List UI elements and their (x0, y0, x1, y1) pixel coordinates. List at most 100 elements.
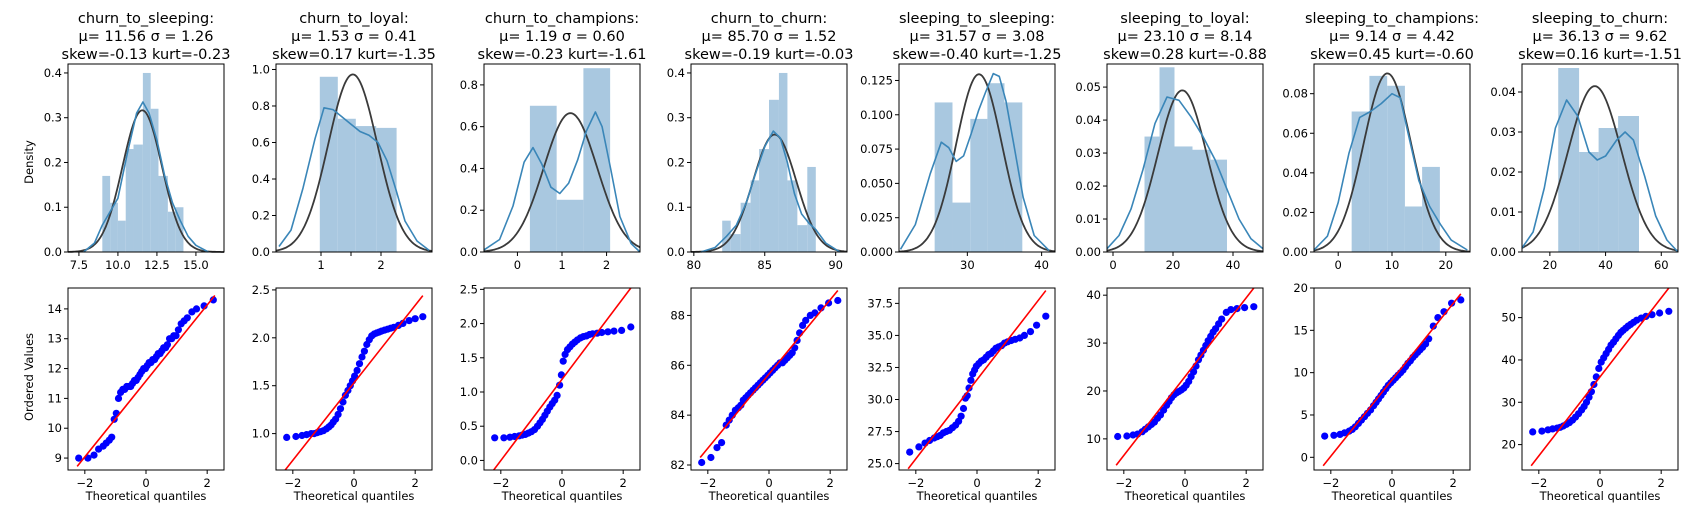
y-tick-label: 0.075 (860, 142, 893, 156)
distribution-plot: 0 1 2 0.0 0.2 0.4 0.6 0.8 (460, 63, 641, 272)
histogram-bar (319, 76, 338, 252)
y-tick-label: 0.0 (667, 245, 685, 259)
histogram-bar (125, 149, 134, 252)
qq-plot-area (1529, 288, 1673, 467)
histogram-bar (1579, 152, 1599, 252)
qq-plot-area (1321, 293, 1465, 467)
y-tick-label: 1.0 (460, 385, 478, 399)
y-tick-label: 40 (1086, 288, 1101, 302)
histogram-bar (110, 202, 118, 252)
x-tick-label: 2 (377, 258, 384, 272)
qq-point (90, 451, 98, 459)
x-tick-label: 0 (514, 258, 521, 272)
distribution-plot: 80 85 90 0.0 0.1 0.2 0.3 0.4 (667, 63, 848, 272)
x-tick-label: 1 (317, 258, 324, 272)
qq-plot: −2 0 2 9 10 11 12 13 14 Theoretical quantiles (47, 287, 225, 503)
x-tick-label: −2 (1322, 476, 1339, 490)
axes-frame (898, 287, 1056, 471)
qq-point (610, 327, 618, 335)
x-tick-label: 0 (558, 476, 565, 490)
qq-point (192, 305, 201, 313)
y-tick-label: 0.8 (460, 78, 478, 92)
chart-subtitle-moments: skew=0.17 kurt=-1.35 (272, 47, 436, 63)
qq-point (604, 328, 612, 336)
x-tick-label: 12.5 (144, 258, 170, 272)
histogram-bar (1210, 159, 1227, 252)
y-tick-label: 0.4 (252, 172, 270, 186)
y-tick-label: 0.8 (252, 99, 270, 113)
x-tick-label: 80 (687, 258, 702, 272)
qq-point (419, 313, 427, 321)
chart-subtitle-stats: μ= 31.57 σ = 3.08 (910, 29, 1045, 45)
qq-point (174, 326, 182, 334)
y-tick-label: 0.000 (860, 245, 893, 259)
axes-frame (1313, 287, 1471, 471)
histogram-bar (769, 99, 779, 252)
histogram-bar (1004, 102, 1023, 252)
chart-title: sleeping_to_sleeping: (899, 11, 1055, 27)
kde-curve (83, 101, 209, 253)
y-tick-label: 20 (1501, 438, 1516, 452)
y-tick-label: 0.04 (1075, 113, 1101, 127)
x-tick-label: 2 (412, 476, 419, 490)
panel-2: churn_to_loyal: μ= 1.53 σ = 0.41 skew=0.17… (252, 11, 436, 503)
chart-title: churn_to_champions: (485, 11, 639, 27)
x-tick-label: 20 (1543, 258, 1558, 272)
y-tick-label: 35.0 (867, 328, 893, 342)
normal-fit-curve (483, 112, 641, 253)
y-tick-label: 0.2 (460, 203, 478, 217)
x-tick-label: 2 (827, 476, 834, 490)
distribution-plot: 1 2 0.0 0.2 0.4 0.6 0.8 1.0 (252, 62, 433, 272)
qq-point (1538, 427, 1546, 435)
histogram-bar (740, 202, 751, 252)
normal-fit-curve (898, 73, 1056, 253)
chart-subtitle-stats: μ= 1.53 σ = 0.41 (291, 29, 417, 45)
qq-point (959, 404, 968, 413)
x-tick-label: −2 (699, 476, 716, 490)
chart-subtitle-stats: μ= 11.56 σ = 1.26 (79, 29, 214, 45)
histogram-bar (1558, 68, 1580, 252)
x-tick-label: 0 (765, 476, 772, 490)
qq-point (718, 439, 726, 447)
y-tick-label: 0.2 (667, 155, 685, 169)
chart-subtitle-stats: μ= 36.13 σ = 9.62 (1533, 29, 1668, 45)
y-tick-label: 1.5 (252, 379, 270, 393)
qq-point (491, 434, 499, 442)
qq-point (1042, 312, 1050, 320)
x-tick-label: −2 (492, 476, 509, 490)
histogram-bar (807, 166, 816, 252)
qq-plot-area (75, 294, 217, 467)
histogram-bar (1159, 67, 1175, 252)
chart-subtitle-stats: μ= 9.14 σ = 4.42 (1329, 29, 1455, 45)
y-tick-label: 0.2 (44, 155, 62, 169)
y-tick-label: 0.03 (1075, 146, 1101, 160)
axes-frame (275, 63, 433, 253)
qq-point (707, 453, 715, 462)
qq-point (811, 309, 819, 317)
x-tick-label: −2 (907, 476, 924, 490)
axes-frame (483, 63, 641, 253)
histogram-bar (730, 234, 741, 252)
y-tick-label: 12 (47, 362, 62, 376)
qq-plot-area (698, 289, 842, 467)
axes-frame (1521, 287, 1679, 471)
y-tick-label: 0.00 (1075, 245, 1101, 259)
qq-point (1429, 322, 1437, 330)
panel-4: churn_to_churn: μ= 85.70 σ = 1.52 skew=-0.… (667, 11, 854, 503)
histogram-bar (1351, 111, 1370, 252)
histogram-bar (1404, 206, 1423, 252)
x-tick-label: 2 (620, 476, 627, 490)
y-tick-label: 0.01 (1490, 205, 1516, 219)
axes-frame (1106, 63, 1264, 253)
qq-point (1250, 303, 1258, 311)
qq-point (1330, 431, 1338, 439)
y-tick-label: 2.0 (252, 331, 270, 345)
x-tick-label: 0 (1388, 476, 1395, 490)
chart-title: sleeping_to_churn: (1532, 11, 1668, 27)
y-tick-label: 0.05 (1075, 80, 1101, 94)
x-tick-label: 2 (1243, 476, 1250, 490)
y-tick-label: 50 (1501, 311, 1516, 325)
qq-point (553, 391, 561, 399)
y-tick-label: 84 (670, 408, 685, 422)
